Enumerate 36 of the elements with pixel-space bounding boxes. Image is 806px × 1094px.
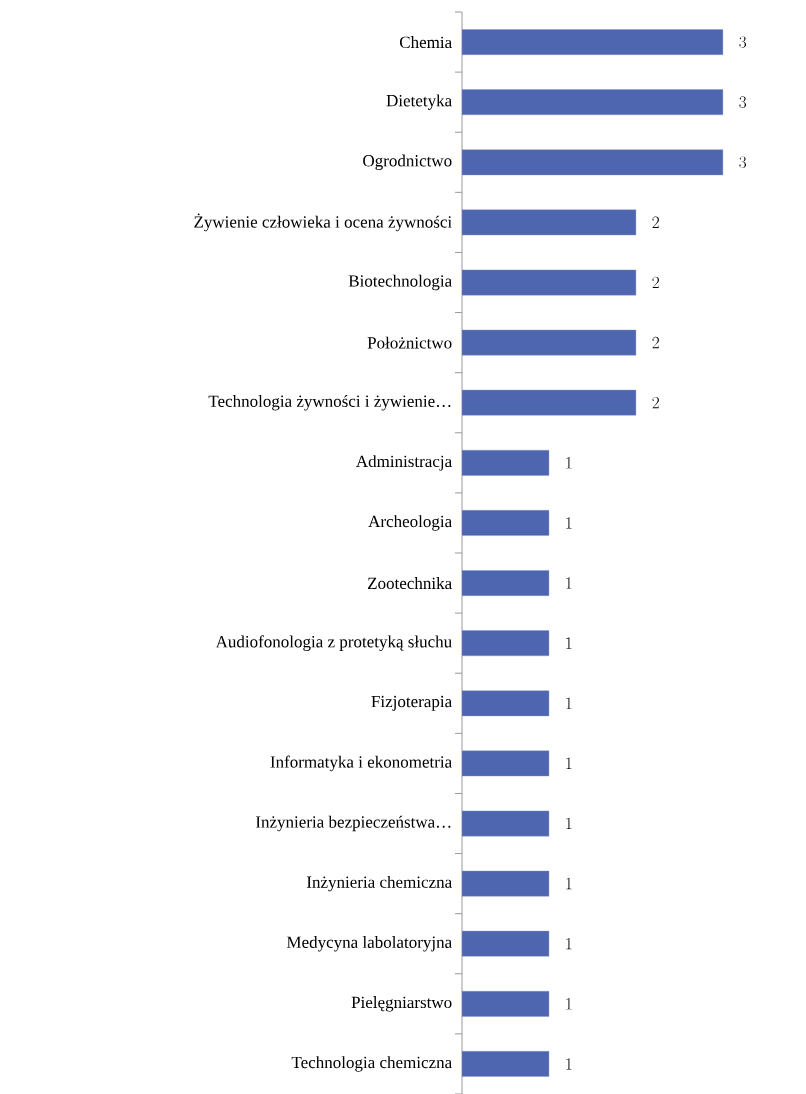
data-label: 2: [652, 276, 659, 289]
y-tick-label: Administracja: [356, 455, 452, 471]
data-label: 1: [566, 697, 572, 709]
data-label: 2: [652, 396, 659, 409]
data-label: 1: [566, 937, 572, 950]
y-tick-label: Technologia żywności i żywienie…: [208, 394, 451, 411]
y-tick-label: Żywienie człowieka i ocena żywności: [194, 213, 452, 232]
data-label: 1: [566, 637, 572, 649]
y-tick-label: Fizjoterapia: [371, 695, 452, 711]
y-tick-label: Audiofonologia z protetyką słuchu: [215, 635, 452, 651]
data-label: 1: [566, 877, 572, 890]
data-label: 1: [566, 998, 572, 1010]
data-label: 3: [739, 96, 747, 108]
y-tick-label: Informatyka i ekonometria: [270, 755, 452, 772]
y-tick-label: Archeologia: [368, 515, 452, 531]
y-tick-label: Ogrodnictwo: [363, 154, 452, 171]
y-tick-label: Technologia chemiczna: [291, 1056, 452, 1072]
y-tick-label: Dietetyka: [386, 94, 452, 110]
y-tick-label: Chemia: [399, 36, 452, 49]
data-label: 1: [566, 1058, 572, 1070]
data-label: 1: [566, 457, 572, 469]
y-tick-label: Położnictwo: [367, 336, 452, 349]
data-label: 3: [739, 36, 747, 48]
data-label: 3: [739, 156, 747, 169]
y-tick-label: Medycyna labolatoryjna: [286, 936, 452, 952]
data-label: 1: [566, 757, 572, 769]
y-tick-label: Zootechnika: [367, 577, 452, 590]
y-tick-label: Biotechnologia: [348, 274, 452, 291]
y-tick-label: Pielęgniarstwo: [351, 996, 452, 1012]
y-tick-label: Inżynieria chemiczna: [306, 875, 452, 892]
data-label: 1: [566, 577, 572, 589]
data-label: 2: [652, 216, 659, 228]
y-tick-label: Inżynieria bezpieczeństwa…: [255, 815, 451, 832]
data-label: 1: [566, 517, 572, 529]
data-label: 1: [566, 817, 572, 830]
data-label: 2: [652, 336, 659, 349]
